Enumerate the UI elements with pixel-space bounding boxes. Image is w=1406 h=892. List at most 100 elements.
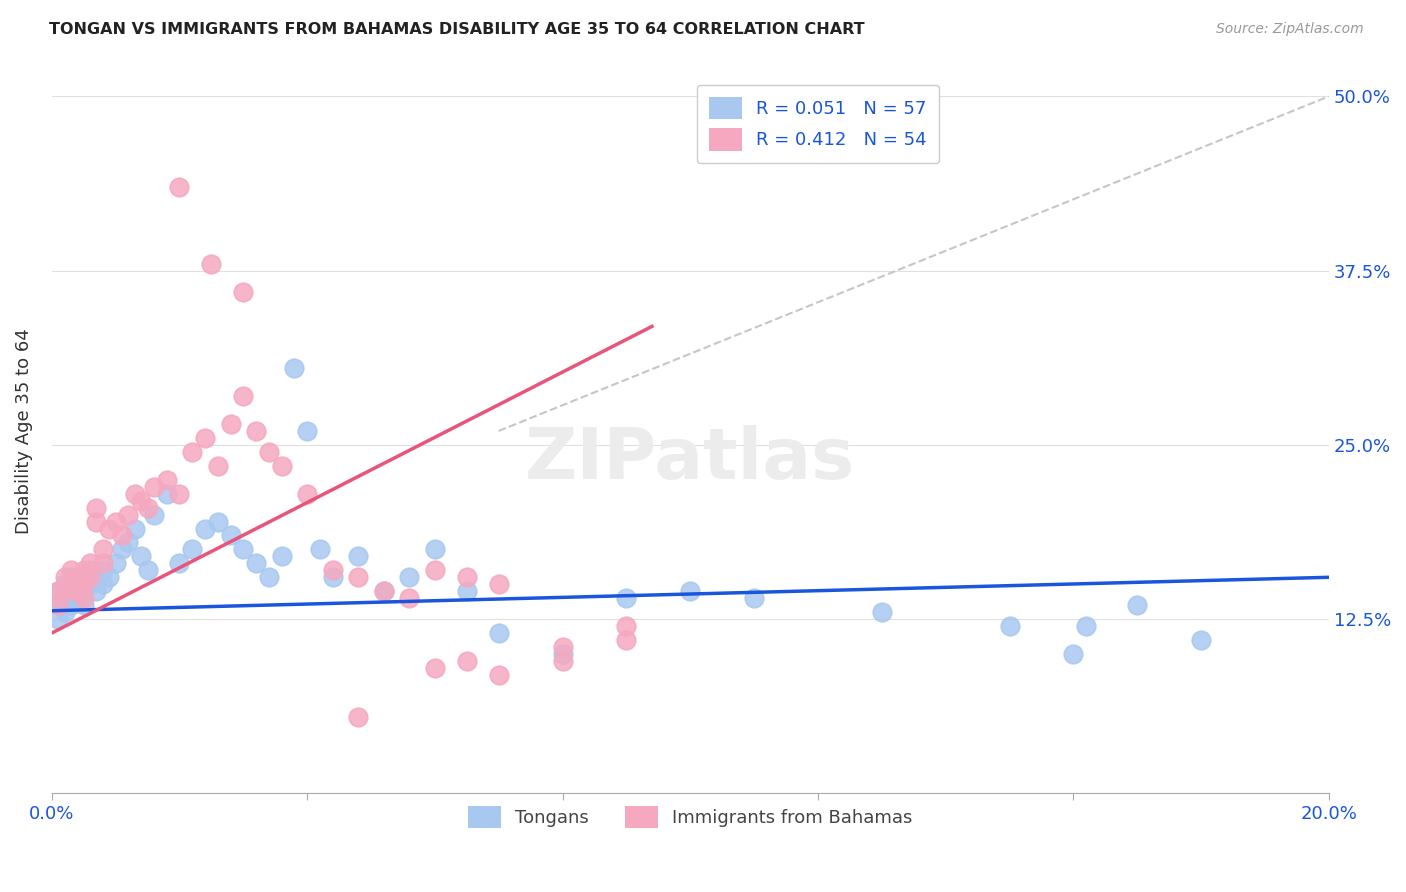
Point [91,563,114,577]
Point [488,668,510,682]
Point [194,431,217,445]
Legend: Tongans, Immigrants from Bahamas: Tongans, Immigrants from Bahamas [461,798,920,835]
Point [124,486,146,500]
Point [488,577,510,591]
Point [91,577,114,591]
Point [124,521,146,535]
Point [79,557,101,571]
Point [257,445,280,459]
Point [169,557,191,571]
Point [257,570,280,584]
Point [219,417,242,431]
Point [66,577,89,591]
Point [207,515,229,529]
Point [59,570,82,584]
Point [295,424,318,438]
Point [423,661,446,675]
Point [117,508,139,522]
Point [488,626,510,640]
Point [1189,633,1212,648]
Point [111,542,134,557]
Point [283,361,305,376]
Point [59,598,82,612]
Point [181,542,204,557]
Point [46,598,69,612]
Point [129,493,152,508]
Point [551,647,574,661]
Point [86,515,108,529]
Point [53,605,76,619]
Point [129,549,152,564]
Point [111,528,134,542]
Point [66,570,89,584]
Text: TONGAN VS IMMIGRANTS FROM BAHAMAS DISABILITY AGE 35 TO 64 CORRELATION CHART: TONGAN VS IMMIGRANTS FROM BAHAMAS DISABI… [49,22,865,37]
Point [270,458,292,473]
Point [98,570,121,584]
Point [219,528,242,542]
Point [200,257,222,271]
Point [1062,647,1084,661]
Point [181,445,204,459]
Point [295,486,318,500]
Point [373,584,395,599]
Point [46,584,69,599]
Text: Source: ZipAtlas.com: Source: ZipAtlas.com [1216,22,1364,37]
Point [456,570,478,584]
Point [1074,619,1097,633]
Point [169,180,191,194]
Point [117,535,139,549]
Point [616,619,638,633]
Point [456,654,478,668]
Point [98,521,121,535]
Point [79,563,101,577]
Point [136,500,159,515]
Point [169,486,191,500]
Y-axis label: Disability Age 35 to 64: Disability Age 35 to 64 [15,328,32,533]
Point [398,570,420,584]
Point [156,486,179,500]
Point [66,591,89,606]
Point [73,563,96,577]
Point [232,389,254,403]
Point [73,591,96,606]
Point [142,480,165,494]
Point [136,563,159,577]
Point [53,577,76,591]
Point [86,500,108,515]
Point [91,557,114,571]
Point [347,570,370,584]
Point [73,570,96,584]
Point [73,577,96,591]
Point [46,612,69,626]
Point [73,598,96,612]
Point [53,584,76,599]
Point [551,640,574,654]
Point [232,542,254,557]
Point [156,473,179,487]
Point [59,563,82,577]
Point [347,549,370,564]
Point [53,591,76,606]
Point [104,557,127,571]
Point [104,515,127,529]
Point [870,605,893,619]
Point [46,598,69,612]
Point [86,584,108,599]
Point [142,508,165,522]
Point [322,570,344,584]
Point [73,584,96,599]
Point [309,542,332,557]
Point [245,424,267,438]
Point [79,570,101,584]
Point [194,521,217,535]
Point [373,584,395,599]
Point [91,542,114,557]
Point [616,633,638,648]
Point [616,591,638,606]
Point [79,577,101,591]
Point [207,458,229,473]
Point [1126,598,1149,612]
Point [551,654,574,668]
Point [245,557,267,571]
Point [232,285,254,299]
